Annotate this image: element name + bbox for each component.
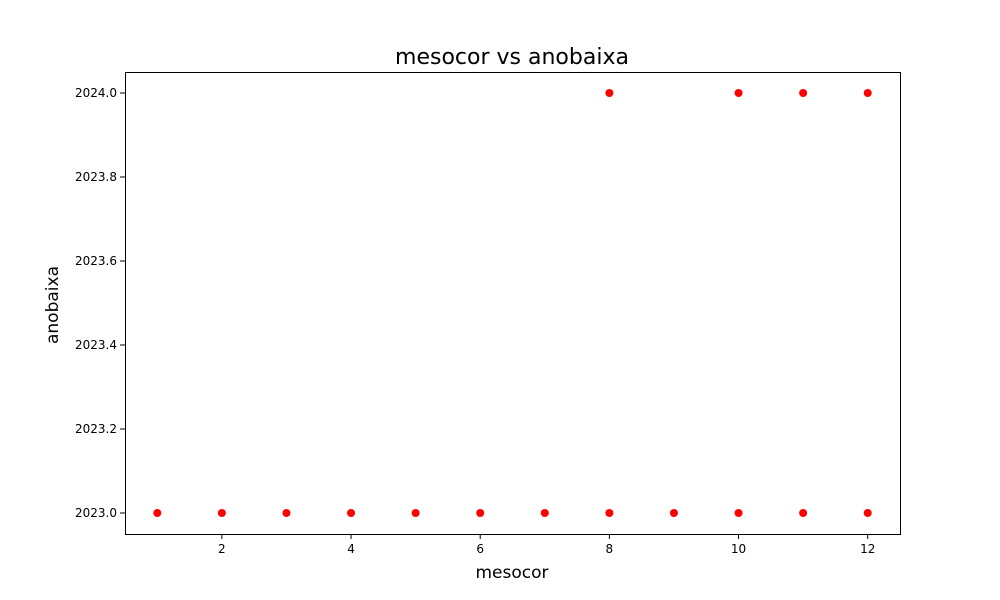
y-axis: 2023.0 2023.2 2023.4 2023.6 2023.8 2024.0 xyxy=(75,86,125,520)
scatter-point xyxy=(669,509,678,517)
scatter-point xyxy=(734,509,743,517)
scatter-point xyxy=(411,509,420,517)
y-tick-label: 2023.0 xyxy=(75,506,117,520)
x-tick-label: 6 xyxy=(476,542,484,556)
scatter-point xyxy=(863,509,872,517)
scatter-point xyxy=(476,509,485,517)
scatter-point xyxy=(153,509,162,517)
x-tick-label: 12 xyxy=(860,542,875,556)
y-tick-label: 2023.8 xyxy=(75,170,117,184)
scatter-point xyxy=(347,509,356,517)
chart-title: mesocor vs anobaixa xyxy=(395,45,629,70)
scatter-point xyxy=(540,509,549,517)
y-tick-label: 2023.4 xyxy=(75,338,117,352)
scatter-point xyxy=(217,509,226,517)
scatter-point xyxy=(799,509,808,517)
x-tick-label: 10 xyxy=(731,542,746,556)
data-points xyxy=(153,89,872,517)
y-axis-label: anobaixa xyxy=(43,266,63,344)
y-tick-label: 2023.2 xyxy=(75,422,117,436)
y-tick-label: 2024.0 xyxy=(75,86,117,100)
x-tick-label: 4 xyxy=(347,542,355,556)
x-tick-label: 8 xyxy=(606,542,614,556)
y-tick-label: 2023.6 xyxy=(75,254,117,268)
x-tick-label: 2 xyxy=(218,542,226,556)
scatter-point xyxy=(863,89,872,97)
scatter-point xyxy=(799,89,808,97)
x-axis: 2 4 6 8 10 12 xyxy=(218,534,875,556)
scatter-point xyxy=(282,509,291,517)
scatter-point xyxy=(734,89,743,97)
x-axis-label: mesocor xyxy=(475,563,548,583)
scatter-point xyxy=(605,89,614,97)
scatter-point xyxy=(605,509,614,517)
plot-area-frame xyxy=(125,72,901,535)
